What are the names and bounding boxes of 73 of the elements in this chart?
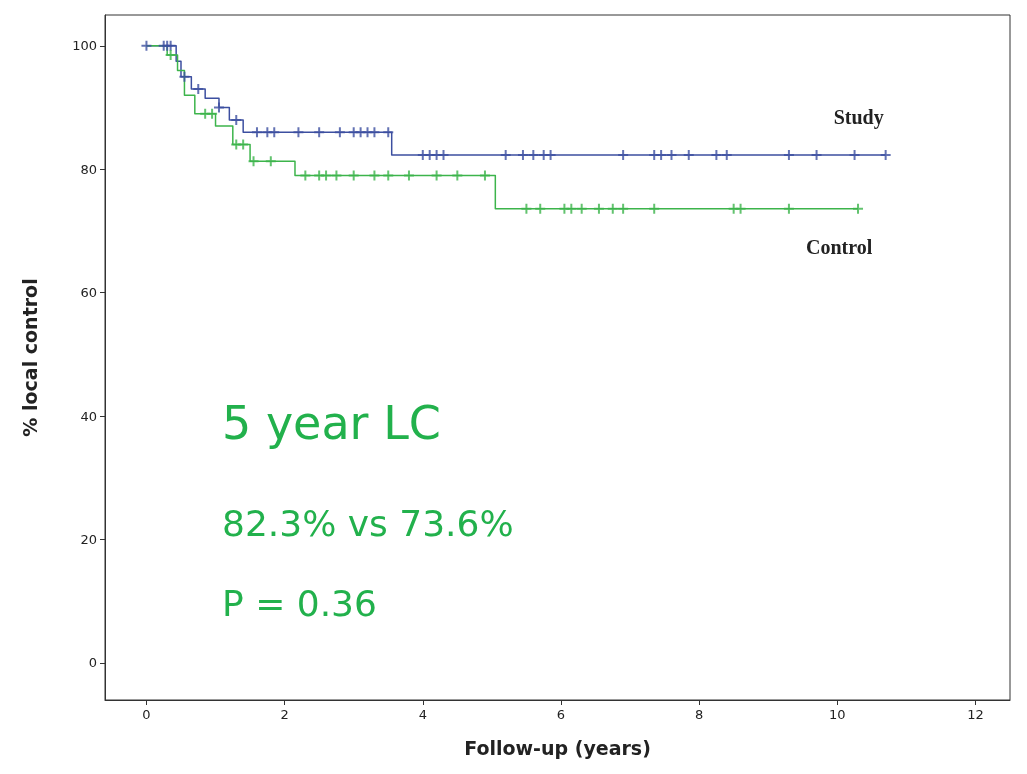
point <box>331 170 342 181</box>
annotation: P = 0.36 <box>222 582 377 624</box>
y-axis-title: % local control <box>18 278 41 437</box>
point <box>348 170 359 181</box>
annotation: 5 year LC <box>222 396 441 450</box>
point <box>207 108 218 119</box>
point <box>618 150 629 161</box>
y-tick-label: 40 <box>80 408 97 424</box>
x-tick-label: 2 <box>280 707 289 722</box>
y-tick-label: 100 <box>72 38 97 54</box>
x-tick-label: 4 <box>418 707 427 722</box>
point <box>479 170 490 181</box>
point <box>383 170 394 181</box>
point <box>576 203 587 214</box>
y-tick-label: 0 <box>88 655 97 671</box>
point <box>251 127 262 138</box>
point <box>293 127 304 138</box>
point <box>783 150 794 161</box>
point <box>735 203 746 214</box>
x-tick-label: 12 <box>967 707 984 722</box>
point <box>248 156 259 167</box>
point <box>711 150 722 161</box>
point <box>334 127 345 138</box>
point <box>535 203 546 214</box>
point <box>656 150 667 161</box>
point <box>721 150 732 161</box>
point <box>438 150 449 161</box>
point <box>593 203 604 214</box>
x-tick-label: 0 <box>142 707 151 722</box>
point <box>431 170 442 181</box>
point <box>238 139 249 150</box>
point <box>213 102 224 113</box>
point <box>193 84 204 95</box>
point <box>545 150 556 161</box>
point <box>300 170 311 181</box>
annotation: 82.3% vs 73.6% <box>222 502 514 544</box>
x-tick-label: 8 <box>694 707 704 722</box>
point <box>314 127 325 138</box>
point <box>517 150 528 161</box>
y-tick-label: 60 <box>80 285 97 301</box>
point <box>500 150 511 161</box>
point <box>783 203 794 214</box>
point <box>566 203 577 214</box>
x-tick-label: 10 <box>829 707 846 722</box>
point <box>811 150 822 161</box>
point <box>853 203 864 214</box>
point <box>369 127 380 138</box>
point <box>452 170 463 181</box>
point <box>683 150 694 161</box>
point <box>880 150 891 161</box>
point <box>369 170 380 181</box>
point <box>403 170 414 181</box>
y-tick-label: 80 <box>80 161 97 177</box>
point <box>165 50 176 61</box>
series-label: Control <box>806 235 873 258</box>
point <box>141 40 152 51</box>
point <box>521 203 532 214</box>
series-label: Study <box>833 106 884 130</box>
point <box>528 150 539 161</box>
point <box>383 127 394 138</box>
point <box>618 203 629 214</box>
y-tick-label: 20 <box>80 532 97 548</box>
point <box>649 203 660 214</box>
point <box>607 203 618 214</box>
point <box>231 114 242 125</box>
x-axis-title: Follow-up (years) <box>464 736 651 759</box>
point <box>265 156 276 167</box>
point <box>321 170 332 181</box>
x-tick-label: 6 <box>556 707 566 722</box>
point <box>179 71 190 82</box>
point <box>849 150 860 161</box>
point <box>269 127 280 138</box>
point <box>666 150 677 161</box>
